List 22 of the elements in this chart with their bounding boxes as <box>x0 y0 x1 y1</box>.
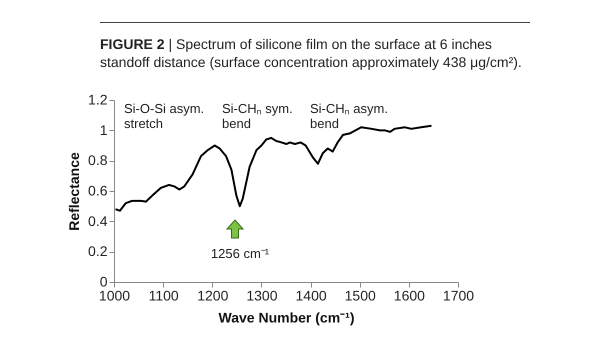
x-tick-label: 1500 <box>344 288 376 304</box>
y-tick-label: 0.6 <box>88 182 108 198</box>
annotation: Si-O-Si asym. stretch <box>124 101 204 131</box>
annotation: Si-CHₙ sym. bend <box>222 101 293 131</box>
x-tick-label: 1100 <box>148 288 179 304</box>
x-tick-label: 1200 <box>197 288 229 304</box>
x-tick-label: 1400 <box>295 288 327 304</box>
y-tick-label: 0.2 <box>88 243 108 260</box>
y-tick-label: 0.8 <box>88 152 108 168</box>
x-tick-label: 1000 <box>98 288 130 304</box>
y-axis-title: Reflectance <box>66 152 82 231</box>
x-axis-title: Wave Number (cm⁻¹) <box>218 310 354 326</box>
y-tick-label: 0.4 <box>88 212 108 229</box>
y-tick-label: 1.2 <box>88 92 108 108</box>
y-tick-label: 0 <box>100 274 108 290</box>
annotation: 1256 cm⁻¹ <box>210 246 270 261</box>
x-tick-label: 1700 <box>442 288 474 304</box>
chart-title: FIGURE 2 | Spectrum of silicone film on the surface at 6 inches standoff distance (surface concentration approximately 438 μg/cm²). <box>100 22 530 71</box>
annotation: Si-CHₙ asym. bend <box>310 101 388 131</box>
x-tick-label: 1600 <box>394 288 426 304</box>
x-tick-label: 1300 <box>246 288 278 304</box>
y-tick-label: 1 <box>100 122 108 138</box>
